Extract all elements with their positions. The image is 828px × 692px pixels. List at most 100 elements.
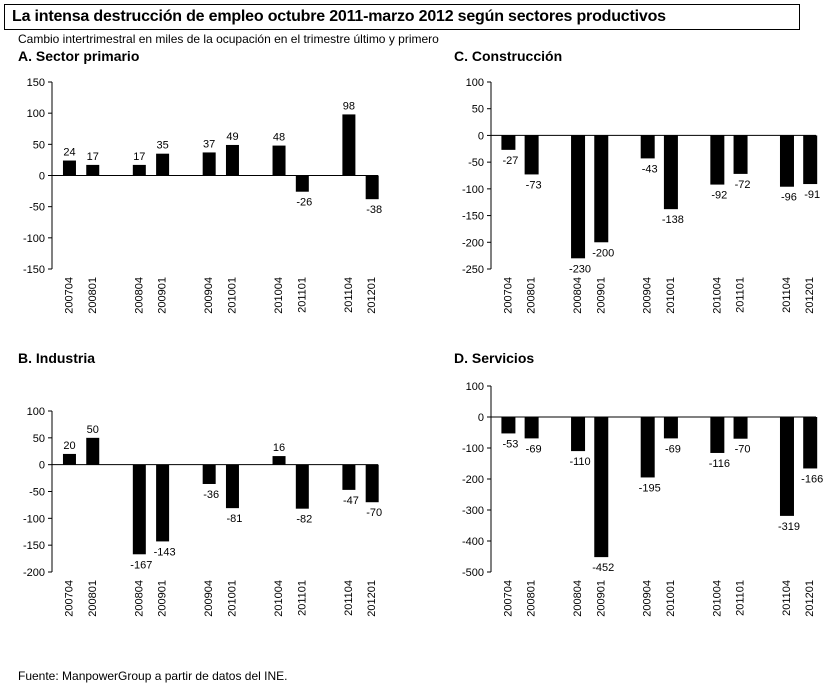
data-label: -70 xyxy=(366,507,382,519)
bar xyxy=(571,417,586,452)
y-tick-label: 0 xyxy=(478,130,484,142)
bar xyxy=(779,417,794,516)
x-tick-label: 201001 xyxy=(226,580,238,617)
x-tick-label: 201004 xyxy=(711,277,723,314)
y-tick-label: -250 xyxy=(462,264,484,276)
y-tick-label: 50 xyxy=(33,139,45,151)
bar xyxy=(710,417,725,453)
y-tick-label: 100 xyxy=(466,381,484,393)
bar xyxy=(202,464,216,484)
bar xyxy=(640,135,655,159)
bar xyxy=(779,135,794,187)
chart-title-construccion: C. Construcción xyxy=(454,48,563,64)
y-tick-label: -150 xyxy=(23,540,45,552)
y-tick-label: -50 xyxy=(29,202,45,214)
bar xyxy=(62,160,76,176)
x-tick-label: 200901 xyxy=(157,277,169,314)
y-tick-label: -100 xyxy=(23,233,45,245)
x-tick-label: 200804 xyxy=(572,580,584,617)
bar xyxy=(803,417,818,469)
y-tick-label: -100 xyxy=(23,513,45,525)
x-tick-label: 201201 xyxy=(804,277,816,314)
x-tick-label: 200801 xyxy=(87,277,99,314)
x-tick-label: 201104 xyxy=(781,580,793,616)
x-tick-label: 201004 xyxy=(711,580,723,617)
data-label: -452 xyxy=(592,562,614,574)
y-tick-label: -150 xyxy=(462,211,484,223)
x-tick-label: 201104 xyxy=(781,277,793,313)
bar xyxy=(342,114,356,176)
bar xyxy=(733,135,748,174)
bar xyxy=(156,153,170,176)
data-label: -96 xyxy=(781,192,797,204)
data-label: -36 xyxy=(203,489,219,501)
chart-title-industria: B. Industria xyxy=(18,350,96,366)
x-tick-label: 201104 xyxy=(343,580,355,616)
data-label: 17 xyxy=(133,151,145,163)
bar xyxy=(501,417,516,434)
x-tick-label: 201001 xyxy=(665,277,677,314)
y-tick-label: 50 xyxy=(472,104,484,116)
x-tick-label: 201201 xyxy=(366,277,378,314)
data-label: -53 xyxy=(502,438,518,450)
data-label: 50 xyxy=(87,424,99,436)
bar xyxy=(342,464,356,490)
page-title: La intensa destrucción de empleo octubre… xyxy=(12,8,666,25)
y-tick-label: 150 xyxy=(27,77,45,89)
y-tick-label: -200 xyxy=(23,567,45,579)
data-label: -230 xyxy=(569,263,591,275)
data-label: 16 xyxy=(273,442,285,454)
x-tick-label: 200901 xyxy=(595,277,607,314)
y-tick-label: -50 xyxy=(468,157,484,169)
bar xyxy=(365,464,379,503)
x-tick-label: 200704 xyxy=(63,580,75,617)
bar xyxy=(295,464,309,509)
bar xyxy=(733,417,748,439)
x-tick-label: 201001 xyxy=(226,277,238,314)
data-label: -319 xyxy=(778,521,800,533)
data-label: -92 xyxy=(711,190,727,202)
bar xyxy=(571,135,586,259)
x-tick-label: 200704 xyxy=(502,277,514,314)
data-label: 20 xyxy=(63,440,75,452)
y-tick-label: 0 xyxy=(39,460,45,472)
data-label: -81 xyxy=(227,513,243,525)
bar xyxy=(132,464,146,555)
x-tick-label: 200904 xyxy=(203,277,215,314)
data-label: -26 xyxy=(296,197,312,209)
data-label: 35 xyxy=(156,140,168,152)
x-tick-label: 200704 xyxy=(63,277,75,314)
bar xyxy=(710,135,725,185)
x-tick-label: 201101 xyxy=(296,277,308,313)
bar xyxy=(272,145,286,176)
y-tick-label: 0 xyxy=(39,171,45,183)
data-label: 48 xyxy=(273,132,285,144)
y-tick-label: -500 xyxy=(462,567,484,579)
data-label: -91 xyxy=(804,189,820,201)
bar xyxy=(594,417,609,558)
chart-title-primario: A. Sector primario xyxy=(18,48,140,64)
x-tick-label: 200804 xyxy=(572,277,584,314)
y-tick-label: -400 xyxy=(462,536,484,548)
data-label: -69 xyxy=(526,443,542,455)
x-tick-label: 201001 xyxy=(665,580,677,617)
y-tick-label: -100 xyxy=(462,184,484,196)
y-tick-label: 100 xyxy=(27,406,45,418)
x-tick-label: 200901 xyxy=(157,580,169,617)
data-label: -110 xyxy=(569,456,590,468)
source-note: Fuente: ManpowerGroup a partir de datos … xyxy=(18,669,288,683)
x-tick-label: 201004 xyxy=(273,580,285,617)
bar xyxy=(202,152,216,176)
x-tick-label: 200804 xyxy=(133,580,145,617)
data-label: -47 xyxy=(343,495,359,507)
x-tick-label: 200804 xyxy=(133,277,145,314)
bar xyxy=(524,417,539,439)
data-label: -116 xyxy=(709,458,730,470)
data-label: -195 xyxy=(639,482,661,494)
y-tick-label: -150 xyxy=(23,264,45,276)
y-tick-label: 100 xyxy=(27,108,45,120)
data-label: -143 xyxy=(154,546,176,558)
bar xyxy=(86,437,100,465)
